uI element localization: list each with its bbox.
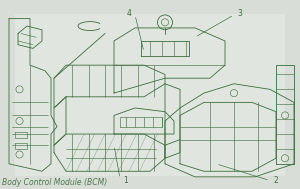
Text: 3: 3 <box>238 9 242 18</box>
Bar <box>15 14 285 176</box>
Text: 4: 4 <box>127 9 131 18</box>
Text: 1: 1 <box>124 176 128 185</box>
Text: 2: 2 <box>274 176 278 185</box>
Text: Body Control Module (BCM): Body Control Module (BCM) <box>2 178 107 187</box>
